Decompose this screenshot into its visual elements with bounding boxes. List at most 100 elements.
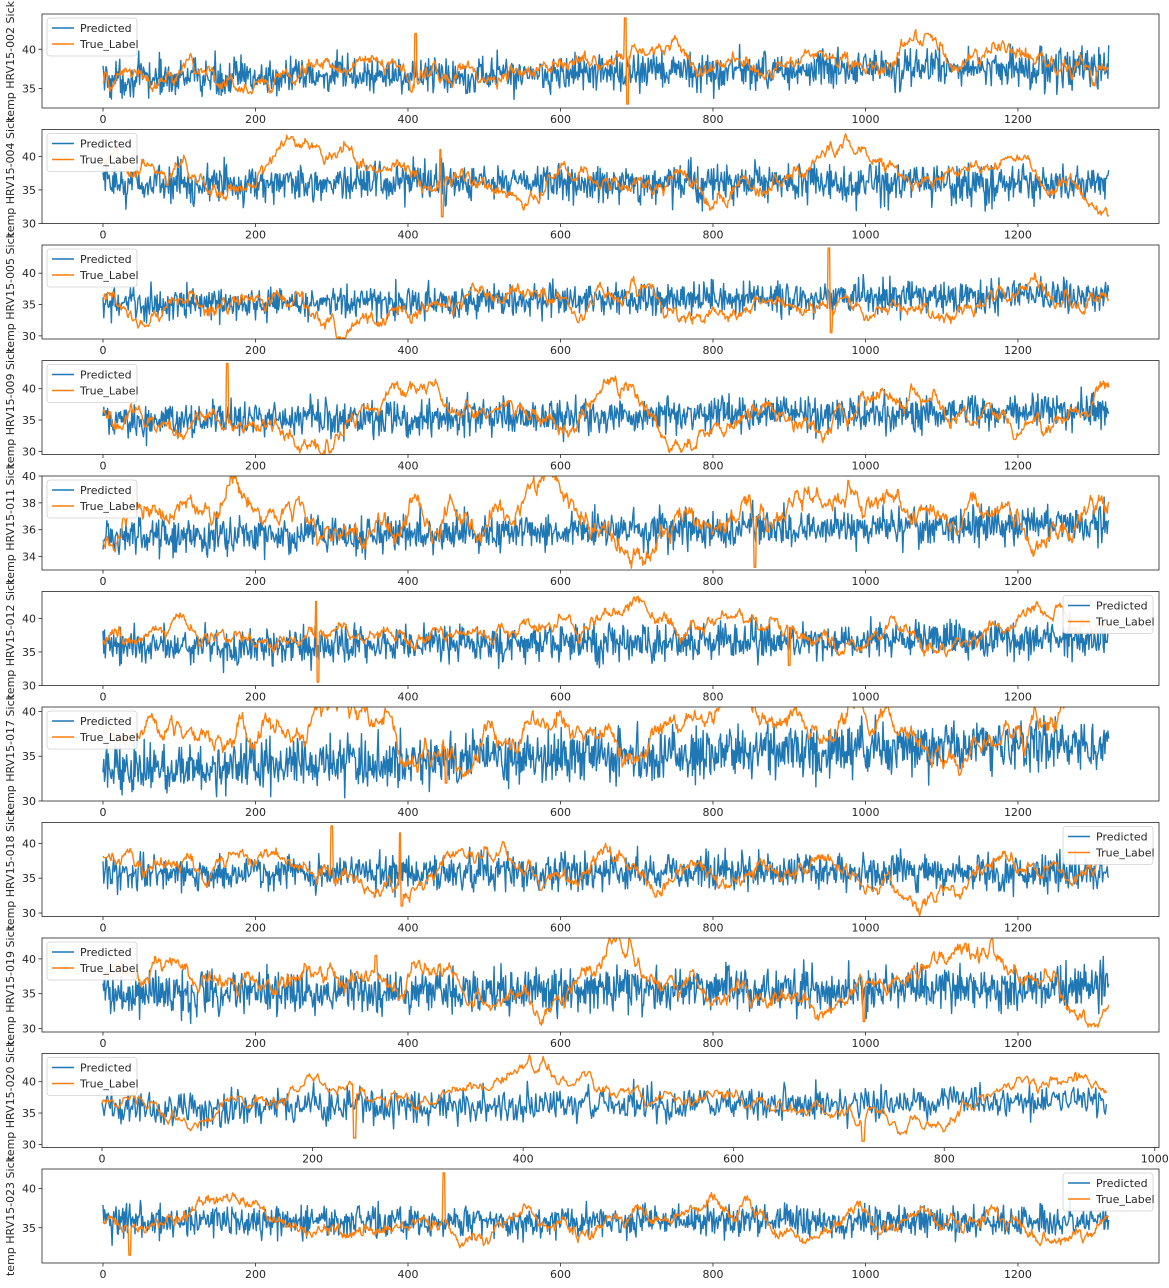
x-tick-label: 0	[99, 1153, 106, 1166]
x-tick-label: 800	[702, 344, 723, 357]
x-tick-label: 0	[99, 460, 106, 473]
legend-entry: Predicted	[1096, 600, 1148, 613]
subplot-11: 0 200 400 600 800 1000 1200 35 40 temp HRV15-023 …	[4, 1155, 1160, 1281]
x-tick-label: 0	[99, 922, 106, 935]
legend-entry: Predicted	[1096, 1177, 1148, 1190]
plot-area	[102, 1172, 1110, 1256]
y-tick-label: 35	[22, 872, 36, 885]
series-line-true-label	[102, 476, 1110, 569]
x-tick-label: 400	[397, 460, 418, 473]
subplot-5: 0 200 400 600 800 1000 1200 34 36 38 40 temp HRV15-…	[4, 462, 1160, 588]
x-tick-label: 600	[550, 229, 571, 242]
series-line-predicted	[102, 386, 1110, 447]
x-tick-label: 1200	[1004, 1037, 1032, 1050]
axes-frame	[41, 129, 1160, 224]
y-tick-label: 35	[22, 414, 36, 427]
x-tick-label: 400	[397, 344, 418, 357]
legend: Predicted True_Label	[46, 1057, 139, 1096]
axes-frame	[41, 1053, 1160, 1148]
x-tick-label: 1200	[1004, 575, 1032, 588]
plot-area	[102, 362, 1110, 455]
y-axis-label: temp HRV15-005 Sick	[4, 231, 17, 352]
y-tick-label: 40	[22, 150, 36, 163]
series-line-true-label	[101, 1054, 1108, 1142]
series-line-predicted	[102, 845, 1110, 898]
legend-entry: Predicted	[80, 22, 132, 35]
series-line-predicted	[102, 273, 1110, 326]
x-tick-label: 1000	[851, 344, 879, 357]
series-line-true-label	[102, 17, 1110, 105]
x-tick-label: 1200	[1004, 806, 1032, 819]
y-tick-label: 30	[22, 218, 36, 231]
x-tick-label: 0	[99, 1268, 106, 1281]
x-tick-label: 800	[702, 229, 723, 242]
y-tick-label: 35	[22, 646, 36, 659]
y-tick-label: 40	[22, 612, 36, 625]
y-tick-label: 30	[22, 680, 36, 693]
series-line-true-label	[103, 133, 1110, 218]
x-tick-label: 400	[397, 806, 418, 819]
y-tick-label: 30	[22, 1023, 36, 1036]
y-axis-label: temp HRV15-017 Sick	[4, 693, 17, 814]
y-tick-label: 35	[22, 184, 36, 197]
x-tick-label: 600	[550, 113, 571, 126]
x-tick-label: 200	[245, 229, 266, 242]
axes-frame	[41, 822, 1160, 917]
x-tick-label: 1200	[1004, 922, 1032, 935]
legend: Predicted True_Label	[46, 248, 139, 288]
y-tick-label: 40	[22, 953, 36, 966]
series-line-predicted	[102, 43, 1110, 101]
x-tick-label: 1200	[1004, 691, 1032, 704]
axes-frame	[41, 244, 1160, 340]
subplot-6: 0 200 400 600 800 1000 1200 30 35 40 temp HRV15-01…	[4, 578, 1160, 704]
legend-entry: Predicted	[80, 253, 132, 266]
axes-frame	[41, 937, 1160, 1033]
y-tick-label: 40	[22, 837, 36, 850]
x-tick-label: 200	[245, 113, 266, 126]
x-tick-label: 1200	[1004, 344, 1032, 357]
x-tick-label: 800	[702, 113, 723, 126]
x-tick-label: 800	[702, 1268, 723, 1281]
y-tick-label: 30	[22, 907, 36, 920]
y-tick-label: 35	[22, 750, 36, 763]
legend: Predicted True_Label	[46, 479, 139, 519]
legend-entry: True_Label	[79, 731, 139, 744]
x-tick-label: 1000	[851, 460, 879, 473]
x-tick-label: 1000	[851, 1268, 879, 1281]
plot-area	[102, 825, 1110, 917]
series-line-true-label	[102, 825, 1109, 917]
legend-entry: Predicted	[80, 369, 132, 382]
x-tick-label: 200	[245, 575, 266, 588]
legend: Predicted True_Label	[46, 17, 139, 57]
series-line-predicted	[102, 611, 1110, 674]
y-axis-label: temp HRV15-004 Sick	[4, 116, 17, 237]
legend: Predicted True_Label	[46, 364, 139, 403]
axes-frame	[41, 475, 1160, 571]
legend: Predicted True_Label	[1062, 826, 1155, 865]
x-tick-label: 1000	[851, 922, 879, 935]
legend-entry: True_Label	[1095, 616, 1155, 629]
legend-entry: Predicted	[80, 715, 132, 728]
subplot-2: 0 200 400 600 800 1000 1200 30 35 40 temp HRV15-00…	[4, 116, 1160, 242]
subplot-1: 0 200 400 600 800 1000 1200 35 40 temp HRV15-002 …	[4, 0, 1160, 126]
subplot-9: 0 200 400 600 800 1000 1200 30 35 40 temp HRV15-01…	[4, 924, 1160, 1050]
series-line-true-label	[102, 938, 1110, 1028]
y-axis-label: temp HRV15-023 Sick	[4, 1155, 17, 1276]
axes-frame	[41, 1168, 1160, 1264]
y-axis-label: temp HRV15-018 Sick	[4, 809, 17, 930]
y-tick-label: 34	[22, 551, 36, 564]
legend-entry: Predicted	[80, 1062, 132, 1075]
y-tick-label: 30	[22, 795, 36, 808]
x-tick-label: 1000	[851, 229, 879, 242]
y-tick-label: 40	[22, 705, 36, 718]
plot-area	[102, 707, 1110, 799]
y-axis-label: temp HRV15-020 Sick	[4, 1040, 17, 1161]
series-line-true-label	[102, 1172, 1110, 1256]
x-tick-label: 200	[302, 1153, 323, 1166]
series-line-true-label	[102, 362, 1110, 455]
plot-area	[102, 247, 1110, 339]
series-line-true-label	[102, 595, 1110, 683]
series-line-predicted	[102, 496, 1110, 561]
legend-entry: Predicted	[80, 946, 132, 959]
